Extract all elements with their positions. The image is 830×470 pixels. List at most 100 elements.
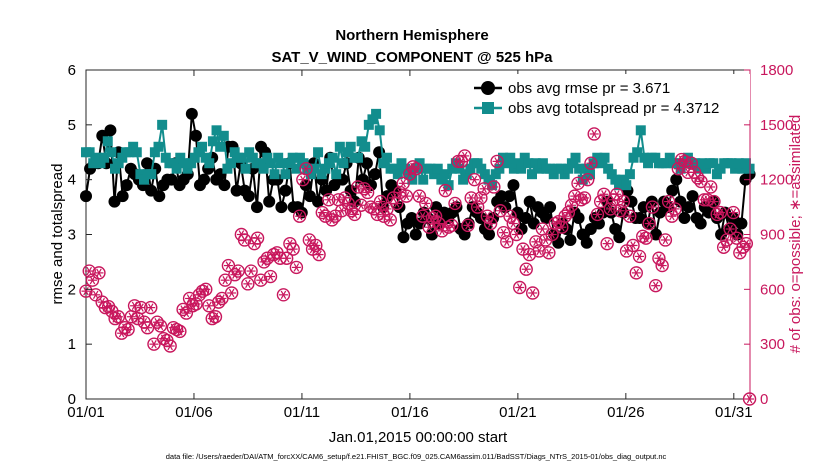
spread-point — [425, 163, 436, 174]
rmse-point — [731, 228, 744, 241]
obs-count-point — [652, 251, 666, 265]
obs-count-point — [221, 258, 236, 273]
spread-point — [360, 141, 371, 152]
spread-point — [128, 141, 139, 152]
spread-point — [497, 152, 508, 163]
legend-item-circle: obs avg rmse pr = 3.671 — [474, 80, 670, 97]
spread-point — [439, 169, 450, 180]
spread-point — [363, 119, 374, 130]
rmse-point — [364, 179, 377, 192]
spread-point — [204, 158, 215, 169]
spread-point — [95, 158, 106, 169]
spread-point — [661, 158, 672, 169]
rmse-point — [540, 212, 553, 225]
obs-count-point — [289, 260, 304, 275]
y-right-tick-label: 1500 — [760, 117, 793, 134]
spread-point — [305, 169, 316, 180]
spread-point — [545, 163, 556, 174]
obs-count-point — [704, 180, 718, 194]
obs-count-point — [199, 282, 213, 297]
obs-count-point — [422, 220, 436, 234]
spread-point — [599, 152, 610, 163]
obs-count-point — [92, 266, 106, 280]
obs-count-point — [648, 278, 663, 293]
rmse-point — [250, 201, 263, 214]
rmse-point — [198, 173, 211, 186]
obs-count-point — [577, 191, 592, 205]
spread-point — [472, 158, 483, 169]
spread-point — [146, 169, 157, 180]
rmse-point — [279, 184, 292, 197]
obs-count-point — [739, 236, 754, 251]
y-right-tick-label: 1200 — [760, 172, 793, 189]
spread-point — [527, 169, 538, 180]
spread-point — [193, 147, 204, 158]
legend-label: obs avg totalspread pr = 4.3712 — [508, 100, 719, 117]
obs-count-point — [584, 156, 598, 170]
spread-point — [603, 163, 614, 174]
spread-point — [117, 152, 128, 163]
spread-point — [157, 119, 168, 130]
obs-count-point — [127, 299, 142, 313]
spread-point — [621, 180, 632, 191]
obs-count-point — [276, 288, 291, 302]
rmse-point — [649, 228, 662, 241]
rmse-point — [189, 129, 202, 142]
rmse-point — [80, 190, 92, 203]
legend-box — [470, 74, 750, 120]
spread-point — [635, 125, 646, 136]
spread-point — [617, 174, 628, 185]
legend-swatch-marker — [482, 102, 494, 114]
spread-point — [229, 147, 240, 158]
obs-count-point — [448, 196, 462, 211]
obs-count-point — [480, 209, 495, 223]
rmse-point — [666, 184, 679, 197]
spread-point — [276, 158, 287, 169]
spread-point — [110, 163, 121, 174]
x-axis-label: Jan.01,2015 00:00:00 start — [329, 429, 508, 446]
spread-point — [269, 169, 280, 180]
y-right-tick-label: 900 — [760, 227, 785, 244]
y-right-tick-label: 0 — [760, 391, 768, 408]
rmse-point — [104, 124, 117, 137]
spread-point — [236, 152, 247, 163]
obs-count-point — [341, 196, 355, 211]
spread-point — [327, 152, 338, 163]
spread-point — [392, 169, 403, 180]
rmse-point — [344, 184, 357, 197]
x-tick-label: 01/31 — [715, 404, 753, 421]
rmse-point — [275, 201, 288, 214]
spread-point — [400, 163, 411, 174]
obs-count-point — [639, 231, 653, 245]
spread-point — [258, 163, 269, 174]
spread-point — [479, 169, 490, 180]
chart-title: Northern Hemisphere — [335, 27, 488, 44]
spread-point — [534, 163, 545, 174]
spread-point — [530, 158, 541, 169]
rmse-point — [682, 201, 695, 214]
obs-count-point — [224, 286, 239, 300]
obs-count-point — [82, 264, 96, 278]
obs-count-point — [205, 311, 219, 326]
x-tick-label: 01/26 — [607, 404, 645, 421]
obs-count-point — [571, 176, 585, 191]
spread-point — [512, 158, 523, 169]
x-tick-label: 01/06 — [175, 404, 213, 421]
spread-point — [711, 169, 722, 180]
obs-count-point — [445, 218, 459, 233]
obs-count-point — [377, 209, 391, 223]
rmse-point — [483, 228, 496, 241]
x-tick-label: 01/16 — [391, 404, 429, 421]
spread-point — [171, 163, 182, 174]
obs-count-point — [581, 172, 595, 187]
obs-count-point — [409, 161, 423, 176]
spread-point — [389, 163, 400, 174]
spread-point — [331, 169, 342, 180]
data-file-footnote: data file: /Users/raeder/DAI/ATM_forcXX/… — [166, 452, 667, 461]
rmse-point — [544, 201, 557, 214]
spread-point — [505, 152, 516, 163]
obs-count-point — [202, 299, 216, 313]
obs-count-point — [487, 180, 501, 194]
rmse-point — [426, 228, 439, 241]
obs-count-point — [483, 216, 498, 231]
